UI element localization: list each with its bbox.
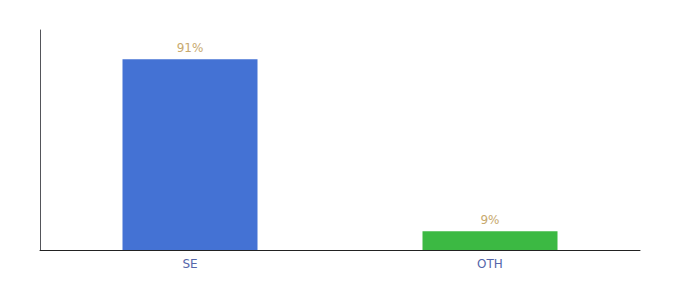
svg-text:91%: 91%	[177, 41, 204, 55]
svg-text:SE: SE	[182, 257, 197, 271]
svg-text:9%: 9%	[480, 213, 499, 227]
svg-text:OTH: OTH	[477, 257, 503, 271]
